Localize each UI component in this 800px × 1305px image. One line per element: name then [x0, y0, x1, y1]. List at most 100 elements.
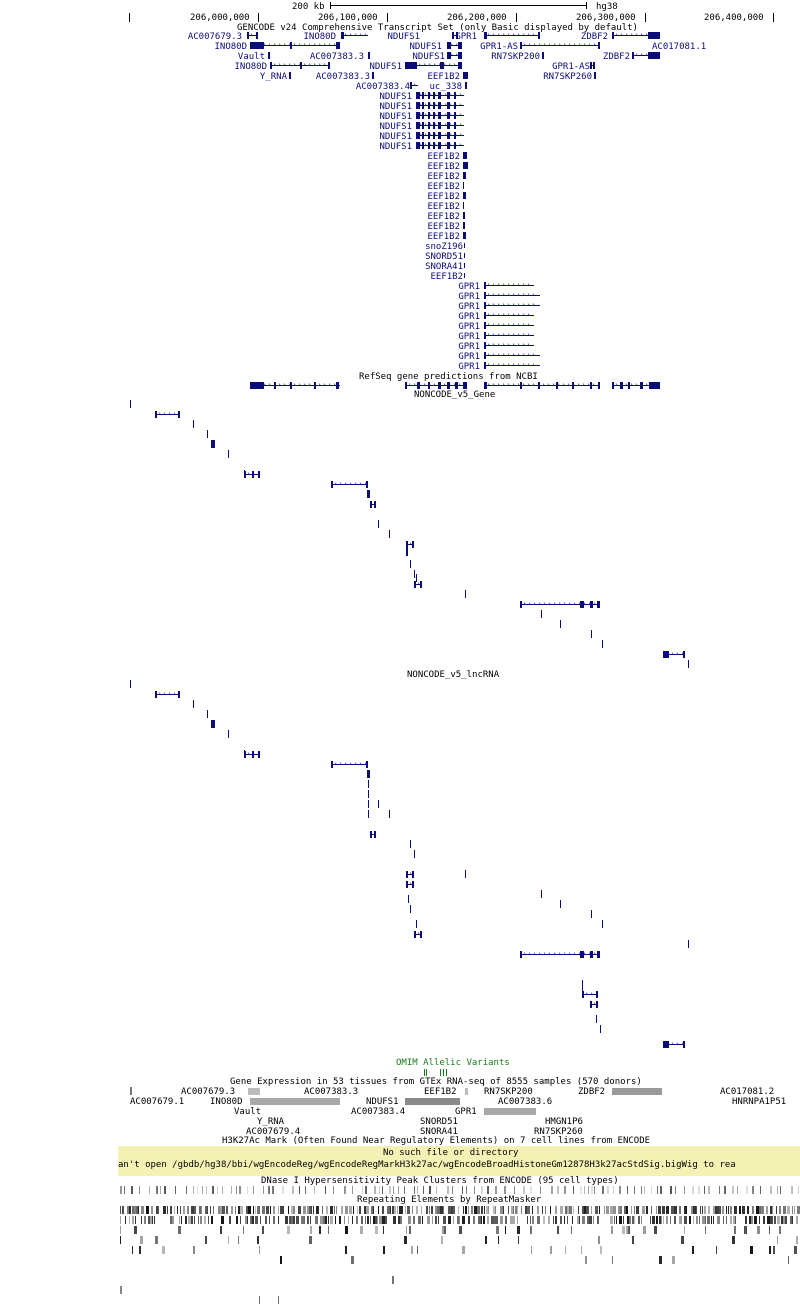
noncode-transcript[interactable]	[331, 761, 368, 768]
dnase-peak[interactable]	[613, 1186, 614, 1194]
repeat-element[interactable]	[266, 1206, 269, 1214]
repeat-element[interactable]	[134, 1206, 136, 1214]
gtex-label-hmgn1p6[interactable]: HMGN1P6	[545, 1117, 583, 1127]
repeat-element[interactable]	[674, 1216, 676, 1224]
noncode-feature[interactable]	[378, 800, 379, 808]
repeat-element[interactable]	[462, 1216, 465, 1224]
repeat-element[interactable]	[550, 1246, 552, 1254]
gene-label-eef1b2[interactable]: EEF1B2	[427, 72, 460, 82]
noncode-transcript[interactable]	[155, 691, 180, 698]
repeat-element[interactable]	[319, 1226, 321, 1234]
gtex-label-eef1b2[interactable]: EEF1B2	[424, 1087, 457, 1097]
gene-label-eef1b2[interactable]: EEF1B2	[427, 162, 460, 172]
repeat-element[interactable]	[298, 1206, 301, 1214]
repeat-element[interactable]	[246, 1206, 249, 1214]
repeat-element[interactable]	[397, 1206, 398, 1214]
repeat-element[interactable]	[211, 1216, 213, 1224]
repeat-element[interactable]	[373, 1206, 374, 1214]
repeat-element[interactable]	[316, 1206, 319, 1214]
gtex-label-ac007383-6[interactable]: AC007383.6	[498, 1097, 553, 1107]
repeat-element[interactable]	[488, 1206, 489, 1214]
repeat-element[interactable]	[493, 1206, 496, 1214]
repeat-element[interactable]	[620, 1206, 622, 1214]
gene-label-zdbf2[interactable]: ZDBF2	[602, 52, 630, 62]
gtex-label-ac007383-3[interactable]: AC007383.3	[304, 1087, 359, 1097]
repeat-element[interactable]	[626, 1226, 628, 1234]
repeat-element[interactable]	[404, 1236, 407, 1244]
repeat-element[interactable]	[730, 1206, 732, 1214]
dnase-peak[interactable]	[417, 1186, 418, 1194]
repeat-element[interactable]	[408, 1216, 411, 1224]
omim-variant-ticks[interactable]	[424, 1069, 447, 1076]
noncode-feature[interactable]	[416, 920, 417, 928]
dnase-peak[interactable]	[382, 1186, 383, 1194]
repeat-element[interactable]	[138, 1206, 139, 1214]
repeat-element[interactable]	[659, 1256, 662, 1264]
gene-ndufs1[interactable]	[452, 32, 458, 39]
repeat-element[interactable]	[278, 1216, 279, 1224]
repeat-element[interactable]	[330, 1206, 333, 1214]
repeat-element[interactable]	[622, 1226, 625, 1234]
gene-ndufs1[interactable]	[416, 132, 464, 139]
repeat-element[interactable]	[626, 1206, 628, 1214]
gene-eef1b2[interactable]	[463, 202, 464, 209]
repeat-element[interactable]	[429, 1216, 430, 1224]
repeat-element[interactable]	[726, 1216, 727, 1224]
repeat-element[interactable]	[796, 1216, 798, 1224]
repeat-element[interactable]	[572, 1216, 573, 1224]
dnase-peak[interactable]	[423, 1186, 424, 1194]
repeat-element[interactable]	[243, 1226, 244, 1234]
repeat-element[interactable]	[517, 1226, 520, 1234]
dnase-peak[interactable]	[466, 1186, 467, 1194]
dnase-peak[interactable]	[314, 1186, 315, 1194]
dnase-peak[interactable]	[487, 1186, 489, 1194]
dnase-peak[interactable]	[222, 1186, 223, 1194]
repeat-element[interactable]	[156, 1206, 158, 1214]
gene-label-rn7skp260[interactable]: RN7SKP260	[543, 72, 592, 82]
repeat-element[interactable]	[387, 1206, 390, 1214]
repeat-element[interactable]	[120, 1236, 121, 1244]
dnase-peak[interactable]	[719, 1186, 720, 1194]
repeat-element[interactable]	[684, 1226, 685, 1234]
dnase-peak[interactable]	[573, 1186, 574, 1194]
repeat-element[interactable]	[663, 1216, 664, 1224]
repeat-element[interactable]	[579, 1216, 580, 1224]
noncode-feature[interactable]	[688, 940, 689, 948]
repeat-element[interactable]	[199, 1206, 201, 1214]
dnase-peak[interactable]	[186, 1186, 187, 1194]
repeat-element[interactable]	[459, 1216, 460, 1224]
repeat-element[interactable]	[634, 1216, 635, 1224]
gene-label-snora41[interactable]: SNORA41	[425, 262, 463, 272]
noncode-transcript[interactable]	[582, 991, 598, 998]
dnase-peak[interactable]	[619, 1186, 621, 1194]
gtex-label-ac017081-2[interactable]: AC017081.2	[720, 1087, 775, 1097]
dnase-peak[interactable]	[704, 1186, 705, 1194]
repeat-element[interactable]	[407, 1206, 410, 1214]
repeat-element[interactable]	[392, 1206, 394, 1214]
dnase-peak[interactable]	[124, 1186, 125, 1194]
repeat-element[interactable]	[788, 1256, 789, 1264]
gene-label-zdbf2[interactable]: ZDBF2	[580, 32, 608, 42]
repeat-element[interactable]	[352, 1216, 353, 1224]
gene-eef1b2[interactable]	[463, 222, 465, 229]
repeat-element[interactable]	[587, 1216, 590, 1224]
repeat-element[interactable]	[398, 1216, 400, 1224]
dnase-peak[interactable]	[333, 1186, 334, 1194]
repeat-element[interactable]	[610, 1206, 613, 1214]
dnase-peak[interactable]	[462, 1186, 463, 1194]
gene-label-ndufs1[interactable]: NDUFS1	[369, 62, 402, 72]
repeat-element[interactable]	[564, 1216, 565, 1224]
repeat-element[interactable]	[393, 1216, 396, 1224]
noncode-feature[interactable]	[368, 780, 369, 788]
dnase-peak[interactable]	[429, 1186, 431, 1194]
repeat-element[interactable]	[458, 1206, 459, 1214]
repeat-element[interactable]	[792, 1206, 793, 1214]
repeat-element[interactable]	[650, 1216, 651, 1224]
repeat-element[interactable]	[662, 1206, 665, 1214]
repeat-element[interactable]	[726, 1206, 727, 1214]
repeat-element[interactable]	[747, 1206, 749, 1214]
dnase-peak[interactable]	[670, 1186, 672, 1194]
repeat-element[interactable]	[154, 1216, 155, 1224]
repeat-element[interactable]	[273, 1216, 275, 1224]
